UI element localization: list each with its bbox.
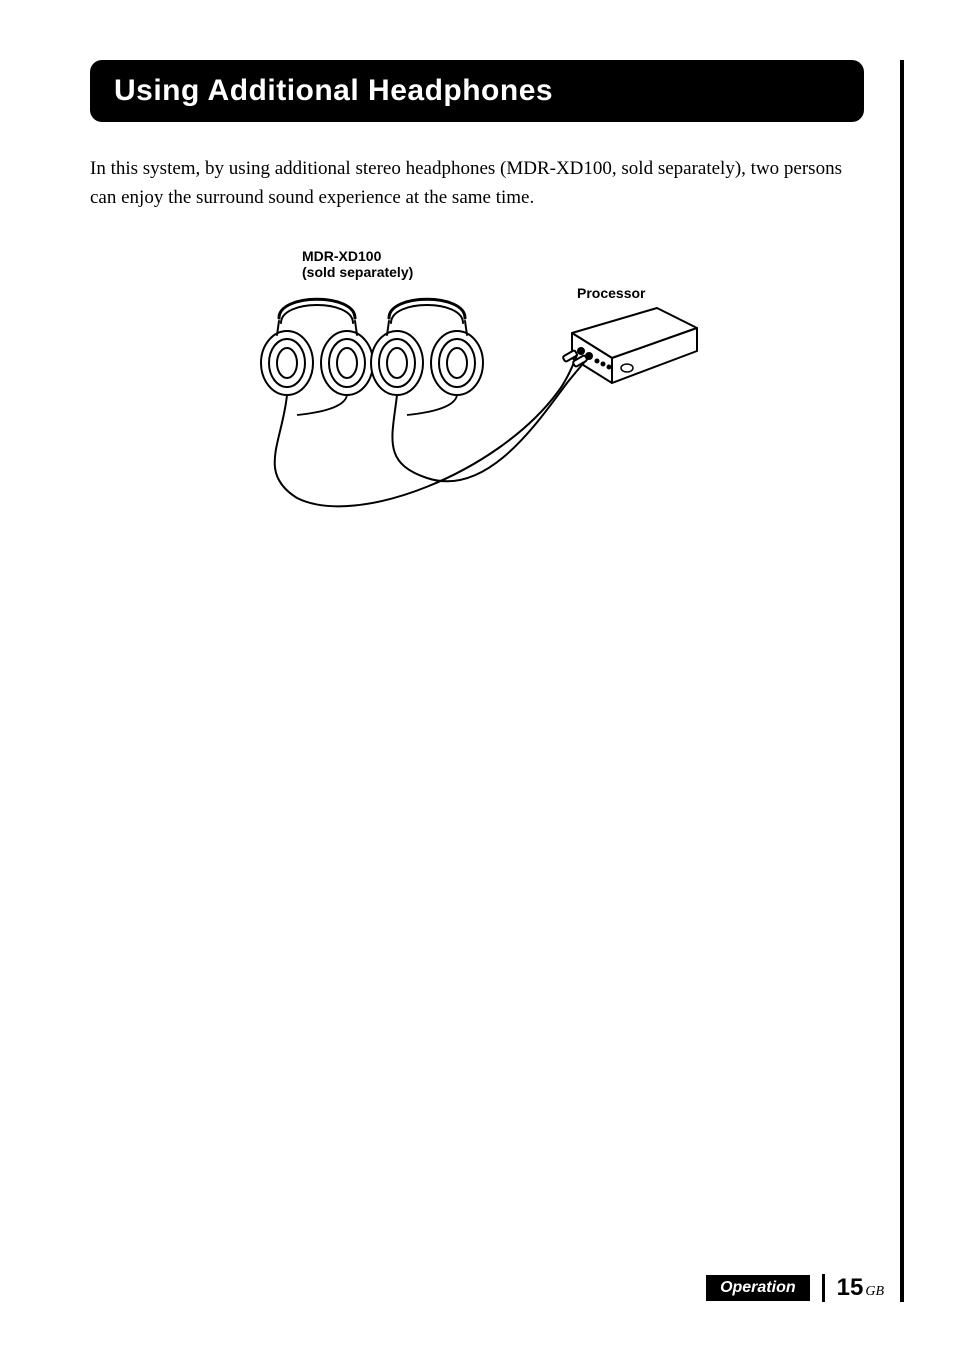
processor-icon [572,308,697,383]
language-code: GB [865,1284,884,1300]
right-edge-rule [900,60,904,1302]
diagram-container: MDR-XD100 (sold separately) Processor [90,243,864,543]
diagram-label-headphones-l1: MDR-XD100 [302,248,382,264]
diagram-label-headphones-l2: (sold separately) [302,264,413,280]
headphones-processor-diagram: MDR-XD100 (sold separately) Processor [237,243,717,543]
footer-divider [822,1274,825,1302]
body-paragraph: In this system, by using additional ster… [90,154,864,213]
footer-section-tab: Operation [706,1275,810,1301]
section-header: Using Additional Headphones [90,60,864,122]
footer-page: 15 GB [837,1274,884,1302]
section-title: Using Additional Headphones [114,74,840,108]
page-footer: Operation 15 GB [706,1274,884,1302]
headphone-2-icon [371,299,483,395]
headphone-1-icon [261,299,373,395]
cable-splits [297,395,457,415]
manual-page: Using Additional Headphones In this syst… [0,0,954,1352]
diagram-label-processor: Processor [577,285,646,301]
page-number: 15 [837,1274,864,1302]
